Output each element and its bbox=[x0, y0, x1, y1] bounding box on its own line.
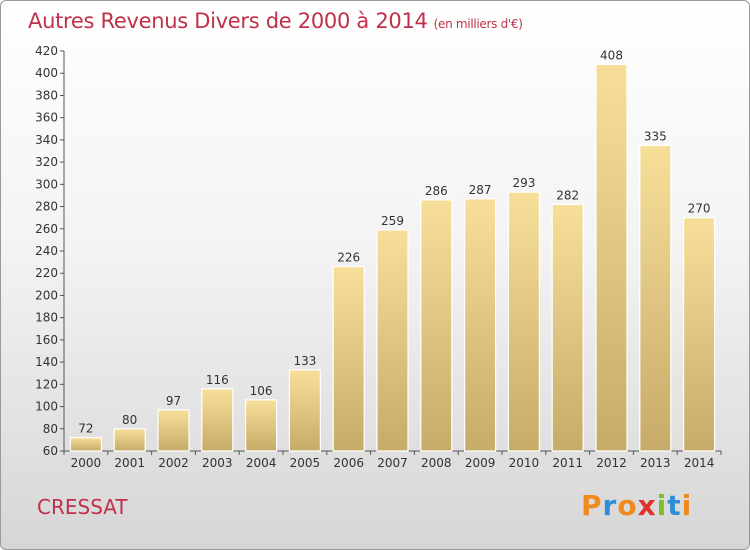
y-tick-label: 200 bbox=[35, 288, 58, 302]
place-name: CRESSAT bbox=[37, 495, 128, 519]
bar bbox=[288, 369, 321, 452]
x-axis: 2000 2001 2002 2003 2004 2005 2006 2007 2008 2009… bbox=[63, 450, 722, 470]
y-tick-label: 380 bbox=[35, 88, 58, 102]
bar bbox=[682, 217, 716, 452]
bar-value-label: 408 bbox=[600, 48, 623, 62]
bar-value-label: 286 bbox=[425, 184, 448, 198]
bar bbox=[595, 63, 628, 452]
bar-value-label: 282 bbox=[556, 188, 579, 202]
bar bbox=[69, 437, 103, 452]
bar-value-label: 116 bbox=[206, 373, 229, 387]
bar-value-label: 335 bbox=[644, 129, 667, 143]
bar-value-label: 293 bbox=[512, 176, 535, 190]
y-tick-label: 400 bbox=[35, 66, 58, 80]
y-tick-label: 140 bbox=[35, 355, 58, 369]
proxiti-logo: Proxiti bbox=[581, 489, 692, 522]
x-tick-label: 2010 bbox=[509, 456, 540, 470]
x-tick-label: 2005 bbox=[290, 456, 321, 470]
y-axis: 60 80 100 120 140 160 180 200 220 240 260 280 300 320… bbox=[35, 44, 65, 458]
bar bbox=[464, 198, 497, 452]
bar bbox=[157, 409, 190, 452]
bar bbox=[201, 388, 234, 452]
y-tick-label: 60 bbox=[43, 444, 58, 458]
x-tick-label: 2009 bbox=[465, 456, 496, 470]
bar bbox=[376, 229, 409, 452]
logo-letter: P bbox=[581, 489, 603, 522]
chart-title: Autres Revenus Divers de 2000 à 2014 (en … bbox=[28, 9, 523, 33]
bar bbox=[420, 199, 453, 452]
logo-letter: o bbox=[617, 489, 638, 522]
x-tick-label: 2013 bbox=[640, 456, 671, 470]
logo-letter: i bbox=[656, 489, 668, 522]
bar-value-label: 106 bbox=[250, 384, 273, 398]
bar bbox=[113, 428, 146, 452]
x-tick-label: 2011 bbox=[552, 456, 583, 470]
y-tick-label: 120 bbox=[35, 377, 58, 391]
x-tick-label: 2014 bbox=[684, 456, 715, 470]
x-tick-label: 2008 bbox=[421, 456, 452, 470]
title-unit: (en milliers d'€) bbox=[433, 17, 523, 31]
y-tick-label: 420 bbox=[35, 44, 58, 58]
x-tick-label: 2004 bbox=[246, 456, 277, 470]
x-tick-label: 2012 bbox=[596, 456, 627, 470]
y-tick-label: 160 bbox=[35, 333, 58, 347]
bars: 72 80 97 116 106 133 226 259 286 287 293 282 408 335 2… bbox=[69, 48, 716, 452]
y-tick-label: 260 bbox=[35, 222, 58, 236]
bar bbox=[551, 203, 584, 452]
y-tick-label: 100 bbox=[35, 400, 58, 414]
bar-value-label: 287 bbox=[469, 183, 492, 197]
y-tick-label: 80 bbox=[43, 422, 58, 436]
y-tick-label: 280 bbox=[35, 200, 58, 214]
x-tick-label: 2000 bbox=[71, 456, 102, 470]
bar-value-label: 97 bbox=[166, 394, 181, 408]
y-tick-label: 220 bbox=[35, 266, 58, 280]
y-tick-label: 300 bbox=[35, 177, 58, 191]
logo-letter: t bbox=[667, 489, 682, 522]
x-tick-label: 2007 bbox=[377, 456, 408, 470]
bar-value-label: 270 bbox=[688, 202, 711, 216]
y-tick-label: 320 bbox=[35, 155, 58, 169]
bar-value-label: 80 bbox=[122, 413, 137, 427]
x-tick-label: 2002 bbox=[158, 456, 189, 470]
title-text: Autres Revenus Divers de 2000 à 2014 bbox=[28, 9, 428, 33]
x-tick-label: 2001 bbox=[114, 456, 145, 470]
bar-value-label: 259 bbox=[381, 214, 404, 228]
bar-value-label: 133 bbox=[293, 354, 316, 368]
bar-value-label: 72 bbox=[78, 422, 93, 436]
y-tick-label: 180 bbox=[35, 311, 58, 325]
y-tick-label: 340 bbox=[35, 133, 58, 147]
x-tick-label: 2006 bbox=[333, 456, 364, 470]
bar bbox=[245, 399, 278, 452]
y-tick-label: 240 bbox=[35, 244, 58, 258]
logo-letter: x bbox=[637, 489, 657, 522]
x-tick-label: 2003 bbox=[202, 456, 233, 470]
bar bbox=[332, 265, 365, 452]
logo-letter: r bbox=[602, 489, 618, 522]
bar-value-label: 226 bbox=[337, 251, 360, 265]
bar bbox=[639, 144, 672, 452]
logo-letter: i bbox=[681, 489, 693, 522]
y-tick-label: 360 bbox=[35, 111, 58, 125]
bar bbox=[507, 191, 540, 452]
